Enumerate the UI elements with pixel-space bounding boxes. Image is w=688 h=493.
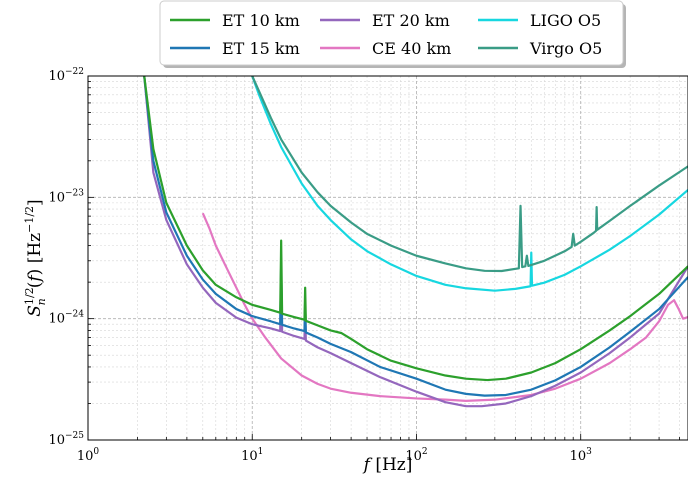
series-line-et-10-km — [143, 76, 688, 382]
series-line-ce-40-km — [201, 212, 688, 402]
x-axis-label: f [Hz] — [362, 455, 413, 475]
y-tick-label: 10−23 — [48, 188, 84, 205]
minor-gridlines — [88, 76, 688, 440]
series-line-virgo-o5 — [251, 76, 688, 273]
legend-label: LIGO O5 — [530, 11, 601, 30]
legend-label: Virgo O5 — [529, 39, 602, 58]
series-line-et-15-km — [143, 76, 688, 397]
legend-label: ET 15 km — [222, 39, 300, 58]
x-tick-label: 102 — [405, 447, 427, 464]
legend-label: ET 10 km — [222, 11, 300, 30]
legend: ET 10 km ET 20 km LIGO O5 ET 15 km CE 40 km V… — [159, 0, 626, 68]
axis-ticks: 100 101 102 103 10−25 10−24 10−23 10−22 — [48, 67, 680, 464]
major-gridlines — [87, 75, 688, 441]
series-line-ligo-o5 — [251, 76, 688, 292]
legend-label: ET 20 km — [372, 11, 450, 30]
plot-frame — [87, 75, 688, 441]
x-tick-label: 100 — [77, 447, 100, 464]
y-tick-label: 10−25 — [48, 431, 84, 448]
series-line-et-20-km — [143, 76, 688, 408]
y-tick-label: 10−24 — [48, 310, 84, 327]
y-tick-label: 10−22 — [48, 67, 84, 84]
legend-label: CE 40 km — [372, 39, 451, 58]
y-axis-label: S1/2n(f) [Hz−1/2] — [23, 199, 48, 316]
x-tick-label: 101 — [241, 447, 263, 464]
x-tick-label: 103 — [570, 447, 593, 464]
series-lines — [143, 76, 688, 408]
